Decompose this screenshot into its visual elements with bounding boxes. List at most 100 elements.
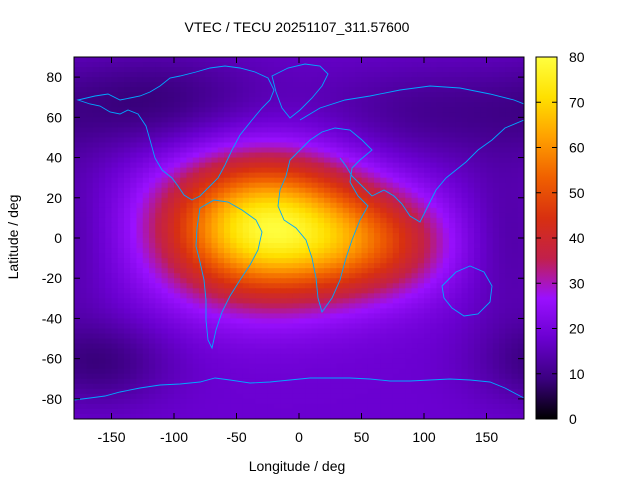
heatmap-cell bbox=[86, 403, 94, 410]
heatmap-cell bbox=[236, 112, 244, 118]
heatmap-cell bbox=[280, 207, 288, 214]
heatmap-cell bbox=[349, 142, 356, 149]
heatmap-cell bbox=[274, 227, 281, 234]
heatmap-cell bbox=[317, 72, 325, 78]
heatmap-cell bbox=[74, 328, 81, 335]
heatmap-cell bbox=[317, 238, 325, 244]
heatmap-cell bbox=[142, 348, 150, 355]
heatmap-cell bbox=[517, 288, 524, 294]
heatmap-cell bbox=[511, 298, 519, 304]
heatmap-cell bbox=[336, 273, 344, 279]
heatmap-cell bbox=[124, 162, 131, 169]
heatmap-cell bbox=[511, 122, 519, 128]
heatmap-cell bbox=[411, 92, 419, 98]
heatmap-cell bbox=[511, 378, 519, 385]
heatmap-cell bbox=[399, 162, 406, 169]
heatmap-cell bbox=[205, 102, 213, 108]
heatmap-cell bbox=[142, 232, 150, 239]
heatmap-cell bbox=[92, 308, 100, 315]
heatmap-cell bbox=[336, 112, 344, 118]
heatmap-cell bbox=[305, 388, 313, 395]
heatmap-cell bbox=[392, 107, 400, 113]
heatmap-cell bbox=[292, 132, 300, 139]
heatmap-cell bbox=[317, 127, 325, 134]
heatmap-cell bbox=[330, 383, 338, 390]
heatmap-cell bbox=[230, 217, 238, 224]
heatmap-cell bbox=[311, 177, 319, 184]
heatmap-cell bbox=[230, 122, 238, 128]
heatmap-cell bbox=[249, 77, 256, 83]
heatmap-cell bbox=[230, 82, 238, 88]
heatmap-cell bbox=[255, 72, 263, 78]
heatmap-cell bbox=[367, 238, 375, 244]
heatmap-cell bbox=[424, 152, 431, 159]
heatmap-cell bbox=[205, 127, 213, 134]
heatmap-cell bbox=[92, 57, 100, 63]
heatmap-cell bbox=[211, 388, 219, 395]
heatmap-cell bbox=[186, 77, 194, 83]
heatmap-cell bbox=[442, 62, 450, 68]
heatmap-cell bbox=[236, 383, 244, 390]
heatmap-cell bbox=[361, 283, 369, 289]
heatmap-cell bbox=[505, 162, 513, 169]
heatmap-cell bbox=[342, 283, 350, 289]
heatmap-cell bbox=[499, 77, 506, 83]
heatmap-cell bbox=[224, 122, 231, 128]
heatmap-cell bbox=[380, 172, 388, 179]
heatmap-cell bbox=[124, 323, 131, 330]
heatmap-cell bbox=[330, 202, 338, 209]
heatmap-cell bbox=[274, 117, 281, 123]
heatmap-cell bbox=[349, 227, 356, 234]
heatmap-cell bbox=[442, 67, 450, 73]
heatmap-cell bbox=[167, 107, 175, 113]
heatmap-cell bbox=[99, 363, 106, 370]
heatmap-cell bbox=[349, 122, 356, 128]
heatmap-cell bbox=[499, 167, 506, 174]
heatmap-cell bbox=[236, 142, 244, 149]
heatmap-cell bbox=[192, 358, 200, 365]
heatmap-cell bbox=[330, 132, 338, 139]
heatmap-cell bbox=[99, 328, 106, 335]
heatmap-cell bbox=[192, 373, 200, 380]
heatmap-cell bbox=[499, 398, 506, 405]
heatmap-cell bbox=[330, 192, 338, 199]
heatmap-cell bbox=[155, 227, 163, 234]
heatmap-cell bbox=[424, 187, 431, 194]
heatmap-cell bbox=[480, 227, 488, 234]
heatmap-cell bbox=[367, 398, 375, 405]
heatmap-cell bbox=[517, 258, 524, 264]
heatmap-cell bbox=[255, 393, 263, 400]
heatmap-cell bbox=[342, 343, 350, 350]
heatmap-cell bbox=[349, 117, 356, 123]
heatmap-cell bbox=[374, 217, 381, 224]
heatmap-cell bbox=[249, 398, 256, 405]
heatmap-cell bbox=[292, 293, 300, 299]
heatmap-cell bbox=[286, 227, 294, 234]
heatmap-cell bbox=[142, 107, 150, 113]
heatmap-cell bbox=[505, 77, 513, 83]
heatmap-cell bbox=[311, 308, 319, 315]
heatmap-cell bbox=[199, 398, 206, 405]
heatmap-cell bbox=[142, 87, 150, 93]
heatmap-cell bbox=[305, 177, 313, 184]
heatmap-cell bbox=[136, 298, 144, 304]
heatmap-cell bbox=[492, 368, 500, 375]
heatmap-cell bbox=[330, 72, 338, 78]
heatmap-cell bbox=[149, 232, 156, 239]
heatmap-cell bbox=[517, 212, 524, 219]
heatmap-cell bbox=[342, 232, 350, 239]
heatmap-cell bbox=[324, 393, 331, 400]
heatmap-cell bbox=[242, 147, 250, 154]
heatmap-cell bbox=[192, 388, 200, 395]
heatmap-cell bbox=[486, 318, 494, 325]
heatmap-cell bbox=[205, 308, 213, 315]
heatmap-cell bbox=[461, 378, 469, 385]
heatmap-cell bbox=[280, 303, 288, 309]
heatmap-cell bbox=[449, 187, 456, 194]
heatmap-cell bbox=[367, 258, 375, 264]
heatmap-cell bbox=[455, 57, 463, 63]
heatmap-cell bbox=[99, 313, 106, 320]
heatmap-cell bbox=[192, 187, 200, 194]
heatmap-cell bbox=[249, 97, 256, 103]
heatmap-cell bbox=[192, 122, 200, 128]
